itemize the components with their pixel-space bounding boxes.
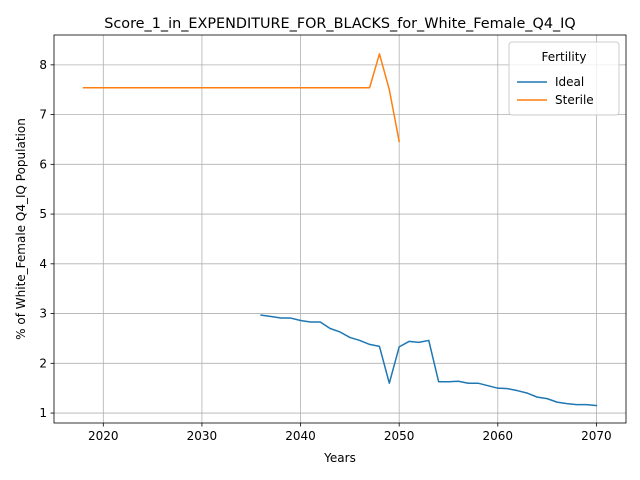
data-point-ideal bbox=[586, 404, 587, 405]
plot-frame bbox=[53, 34, 627, 424]
x-tick-label: 2060 bbox=[483, 429, 514, 443]
data-point-ideal bbox=[576, 404, 577, 405]
data-point-sterile bbox=[349, 87, 350, 88]
y-tick-label: 6 bbox=[39, 157, 47, 171]
legend: Fertility Ideal Sterile bbox=[508, 41, 620, 116]
x-axis-title: Years bbox=[323, 451, 356, 465]
x-tick-label: 2020 bbox=[88, 429, 119, 443]
data-point-sterile bbox=[142, 87, 143, 88]
data-point-ideal bbox=[566, 403, 567, 404]
data-point-sterile bbox=[231, 87, 232, 88]
data-point-ideal bbox=[389, 383, 390, 384]
data-point-ideal bbox=[438, 381, 439, 382]
data-point-ideal bbox=[339, 331, 340, 332]
y-axis-title: % of White_Female Q4_IQ Population bbox=[14, 118, 28, 340]
legend-label-sterile: Sterile bbox=[555, 93, 594, 107]
data-point-ideal bbox=[330, 328, 331, 329]
data-point-sterile bbox=[162, 87, 163, 88]
data-point-ideal bbox=[399, 346, 400, 347]
series-line-ideal bbox=[260, 314, 598, 407]
data-point-ideal bbox=[487, 385, 488, 386]
data-point-sterile bbox=[330, 87, 331, 88]
data-point-ideal bbox=[310, 321, 311, 322]
data-point-sterile bbox=[270, 87, 271, 88]
y-tick-label: 3 bbox=[39, 307, 47, 321]
plot-series bbox=[82, 53, 598, 407]
data-point-ideal bbox=[270, 316, 271, 317]
data-point-ideal bbox=[517, 390, 518, 391]
data-point-sterile bbox=[83, 87, 84, 88]
data-point-sterile bbox=[290, 87, 291, 88]
axis-ticks: 2020 2030 2040 2050 2060 2070 1 2 3 4 5 6 7 8 bbox=[39, 58, 611, 443]
data-point-sterile bbox=[241, 87, 242, 88]
data-point-sterile bbox=[103, 87, 104, 88]
data-point-sterile bbox=[280, 87, 281, 88]
data-point-sterile bbox=[132, 87, 133, 88]
data-point-ideal bbox=[497, 388, 498, 389]
data-point-sterile bbox=[359, 87, 360, 88]
data-point-sterile bbox=[389, 89, 390, 90]
data-point-sterile bbox=[191, 87, 192, 88]
y-tick-label: 7 bbox=[39, 108, 47, 122]
data-point-sterile bbox=[310, 87, 311, 88]
data-point-ideal bbox=[418, 342, 419, 343]
grid bbox=[54, 35, 626, 423]
data-point-sterile bbox=[172, 87, 173, 88]
data-point-ideal bbox=[300, 320, 301, 321]
data-point-ideal bbox=[547, 398, 548, 399]
data-point-ideal bbox=[477, 383, 478, 384]
data-point-ideal bbox=[359, 340, 360, 341]
data-point-ideal bbox=[527, 393, 528, 394]
y-tick-label: 1 bbox=[39, 406, 47, 420]
data-point-sterile bbox=[113, 87, 114, 88]
data-point-sterile bbox=[201, 87, 202, 88]
x-tick-label: 2070 bbox=[581, 429, 612, 443]
legend-box bbox=[508, 41, 620, 116]
data-point-ideal bbox=[290, 317, 291, 318]
data-point-sterile bbox=[261, 87, 262, 88]
data-point-ideal bbox=[408, 341, 409, 342]
x-tick-label: 2040 bbox=[285, 429, 316, 443]
data-point-ideal bbox=[349, 337, 350, 338]
data-point-sterile bbox=[379, 53, 380, 54]
data-point-sterile bbox=[320, 87, 321, 88]
data-point-sterile bbox=[369, 87, 370, 88]
y-tick-label: 5 bbox=[39, 207, 47, 221]
data-point-ideal bbox=[261, 314, 262, 315]
data-point-sterile bbox=[182, 87, 183, 88]
data-point-ideal bbox=[596, 405, 597, 406]
data-point-sterile bbox=[211, 87, 212, 88]
legend-title: Fertility bbox=[541, 50, 586, 64]
data-point-ideal bbox=[379, 346, 380, 347]
data-point-sterile bbox=[152, 87, 153, 88]
data-point-sterile bbox=[339, 87, 340, 88]
data-point-ideal bbox=[537, 397, 538, 398]
x-tick-label: 2030 bbox=[187, 429, 218, 443]
data-point-sterile bbox=[221, 87, 222, 88]
data-point-ideal bbox=[556, 402, 557, 403]
data-point-ideal bbox=[428, 340, 429, 341]
data-point-ideal bbox=[507, 388, 508, 389]
chart-title: Score_1_in_EXPENDITURE_FOR_BLACKS_for_Wh… bbox=[104, 16, 576, 32]
data-point-sterile bbox=[399, 141, 400, 142]
data-point-ideal bbox=[458, 381, 459, 382]
data-point-sterile bbox=[93, 87, 94, 88]
data-point-sterile bbox=[122, 87, 123, 88]
legend-label-ideal: Ideal bbox=[555, 75, 584, 89]
data-point-sterile bbox=[251, 87, 252, 88]
data-point-ideal bbox=[448, 381, 449, 382]
data-point-ideal bbox=[468, 383, 469, 384]
y-tick-label: 4 bbox=[39, 257, 47, 271]
x-tick-label: 2050 bbox=[384, 429, 415, 443]
y-tick-label: 2 bbox=[39, 356, 47, 370]
data-point-ideal bbox=[320, 321, 321, 322]
y-tick-label: 8 bbox=[39, 58, 47, 72]
data-point-sterile bbox=[300, 87, 301, 88]
data-point-ideal bbox=[369, 344, 370, 345]
series-line-sterile bbox=[82, 53, 401, 143]
data-point-ideal bbox=[280, 317, 281, 318]
